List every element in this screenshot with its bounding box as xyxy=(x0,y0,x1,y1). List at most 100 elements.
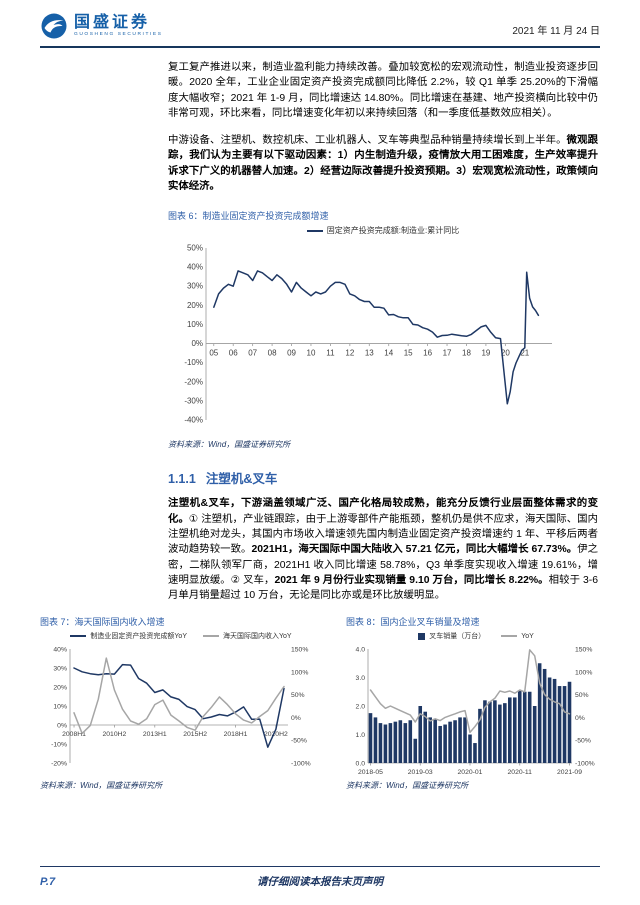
fig6-block: 固定资产投资完成额:制造业:累计同比 50% 40% 30% 20% 10% 0% -10%… xyxy=(168,225,598,450)
svg-text:14: 14 xyxy=(384,349,393,358)
svg-text:07: 07 xyxy=(248,349,257,358)
legend-label: 叉车销量（万台） xyxy=(429,633,486,641)
text-run: 复工复产推进以来，制造业盈利能力持续改善。叠加较宽松的宏观流动性，制造业投资逐步… xyxy=(168,62,598,119)
svg-text:-10%: -10% xyxy=(184,359,203,368)
legend-item: 制造业固定资产投资完成额YoY xyxy=(70,631,187,641)
legend-label: YoY xyxy=(521,632,534,640)
svg-text:-50%: -50% xyxy=(291,738,307,745)
text-run: ① 注塑机，产业链跟踪，由于上游零部件产能瓶颈，整机仍是供不应求，海天国际、国内… xyxy=(168,513,598,556)
svg-text:2015H2: 2015H2 xyxy=(183,731,207,738)
brand-name-en: GUOSHENG SECURITIES xyxy=(74,32,163,38)
legend-line-marker-icon xyxy=(203,635,219,638)
svg-text:10: 10 xyxy=(307,349,316,358)
paragraph-macro-1: 复工复产推进以来，制造业盈利能力持续改善。叠加较宽松的宏观流动性，制造业投资逐步… xyxy=(168,60,598,121)
svg-text:2013H1: 2013H1 xyxy=(143,731,167,738)
svg-text:0.0: 0.0 xyxy=(356,761,366,768)
svg-text:18: 18 xyxy=(462,349,471,358)
svg-text:08: 08 xyxy=(268,349,277,358)
svg-text:-20%: -20% xyxy=(51,761,67,768)
svg-text:10%: 10% xyxy=(187,320,203,329)
svg-text:1.0: 1.0 xyxy=(356,732,366,739)
svg-text:05: 05 xyxy=(209,349,218,358)
fig7-svg: 40% 30% 20% 10% 0% -10% -20% 150% 100% 50% 0% -50% -… xyxy=(51,647,311,768)
page-header: 国盛证券 GUOSHENG SECURITIES 2021 年 11 月 24 … xyxy=(40,12,600,48)
legend-line-marker-icon xyxy=(70,635,87,638)
legend-label: 制造业固定资产投资完成额YoY xyxy=(90,633,187,641)
fig6-svg: 50% 40% 30% 20% 10% 0% -10% -20% -30% -40% 05 06 07 0… xyxy=(184,244,552,425)
paragraph-macro-2: 中游设备、注塑机、数控机床、工业机器人、叉车等典型品种销量持续增长到上半年。微观… xyxy=(168,133,598,194)
svg-text:0%: 0% xyxy=(575,715,585,722)
section-heading-1-1-1: 1.1.1 注塑机&叉车 xyxy=(168,468,598,487)
fig6-caption: 图表 6：制造业固定资产投资完成额增速 xyxy=(168,211,329,222)
text-run: 伊之密，二梯队领军厂商，2021H1 收入同比增速 58.78%，Q3 单季度实… xyxy=(168,544,599,586)
page-footer: P.7 请仔细阅读本报告末页声明 xyxy=(40,866,600,889)
footer-disclaimer: 请仔细阅读本报告末页声明 xyxy=(257,876,383,888)
svg-text:16: 16 xyxy=(423,349,432,358)
svg-text:0%: 0% xyxy=(291,715,301,722)
svg-text:50%: 50% xyxy=(575,693,589,700)
guosheng-logo-icon xyxy=(40,12,68,40)
legend-line-marker-icon xyxy=(306,229,323,232)
fig7-chart: 40% 30% 20% 10% 0% -10% -20% 150% 100% 50% 0% -50% -… xyxy=(40,643,322,777)
fig8-column: 图表 8：国内企业叉车销量及增速 叉车销量（万台） YoY 4.0 3.0 2.0 1.… xyxy=(346,615,606,791)
svg-text:17: 17 xyxy=(443,349,452,358)
svg-text:50%: 50% xyxy=(291,693,305,700)
brand-text: 国盛证券 GUOSHENG SECURITIES xyxy=(74,13,163,38)
svg-text:2008H1: 2008H1 xyxy=(62,731,86,738)
svg-text:4.0: 4.0 xyxy=(356,647,366,654)
legend-item: YoY xyxy=(501,633,534,640)
svg-text:-20%: -20% xyxy=(184,378,203,387)
text-run: 2021H1，海天国际中国大陆收入 57.21 亿元，同比大幅增长 67.73%… xyxy=(251,544,578,556)
svg-text:50%: 50% xyxy=(187,244,203,253)
section-number: 1.1.1 xyxy=(168,472,196,487)
text-run: 相较于 3-6 月单月销量超过 10 万台，无论是同比亦或是环比放缓明显。 xyxy=(168,574,599,602)
svg-text:100%: 100% xyxy=(291,670,308,677)
fig6-chart: 50% 40% 30% 20% 10% 0% -10% -20% -30% -40% 05 06 07 0… xyxy=(168,238,598,436)
svg-text:150%: 150% xyxy=(575,647,592,654)
svg-text:11: 11 xyxy=(326,349,335,358)
svg-text:10%: 10% xyxy=(53,704,67,711)
text-run: 注塑机&叉车，下游涵盖领域广泛、国产化格局较成熟，能充分反馈行业层面整体需求的变… xyxy=(168,498,598,525)
svg-text:40%: 40% xyxy=(187,263,203,272)
svg-text:100%: 100% xyxy=(575,670,592,677)
svg-text:2018-05: 2018-05 xyxy=(358,769,383,776)
svg-text:30%: 30% xyxy=(187,282,203,291)
svg-text:40%: 40% xyxy=(53,647,67,654)
text-run: 微观跟踪，我们认为主要有以下驱动因素：1）内生制造升级，疫情放大用工困难度，生产… xyxy=(168,135,598,193)
svg-text:2020-11: 2020-11 xyxy=(508,769,533,776)
svg-text:20%: 20% xyxy=(53,685,67,692)
fig8-caption: 图表 8：国内企业叉车销量及增速 xyxy=(346,617,480,628)
svg-text:3.0: 3.0 xyxy=(356,675,366,682)
section-title: 注塑机&叉车 xyxy=(205,472,278,487)
svg-text:06: 06 xyxy=(229,349,238,358)
svg-text:20%: 20% xyxy=(187,301,203,310)
legend-label: 固定资产投资完成额:制造业:累计同比 xyxy=(326,226,460,236)
fig7-column: 图表 7：海天国际国内收入增速 制造业固定资产投资完成额YoY 海天国际国内收入Y… xyxy=(40,615,322,791)
svg-text:2019-03: 2019-03 xyxy=(408,769,433,776)
svg-text:0%: 0% xyxy=(191,339,203,348)
text-run: 中游设备、注塑机、数控机床、工业机器人、叉车等典型品种销量持续增长到上半年。 xyxy=(168,135,567,147)
fig8-legend: 叉车销量（万台） YoY xyxy=(346,631,606,641)
svg-text:-50%: -50% xyxy=(575,738,591,745)
fig8-svg: 4.0 3.0 2.0 1.0 0.0 150% 100% 50% 0% -50% -100% 201… xyxy=(356,647,595,776)
content-area: 复工复产推进以来，制造业盈利能力持续改善。叠加较宽松的宏观流动性，制造业投资逐步… xyxy=(40,60,600,791)
svg-text:-100%: -100% xyxy=(575,761,595,768)
fig8-source: 资料来源：Wind，国盛证券研究所 xyxy=(346,781,469,791)
legend-bar-swatch-icon xyxy=(418,632,426,640)
page-number: P.7 xyxy=(40,875,56,888)
brand-name-cn: 国盛证券 xyxy=(74,13,151,31)
svg-text:30%: 30% xyxy=(53,666,67,673)
svg-text:-30%: -30% xyxy=(184,397,203,406)
svg-text:2021-09: 2021-09 xyxy=(557,769,582,776)
svg-text:19: 19 xyxy=(481,349,490,358)
svg-text:15: 15 xyxy=(404,349,413,358)
brand: 国盛证券 GUOSHENG SECURITIES xyxy=(40,12,163,40)
legend-line-marker-icon xyxy=(501,635,518,638)
figures-row: 图表 7：海天国际国内收入增速 制造业固定资产投资完成额YoY 海天国际国内收入Y… xyxy=(40,615,600,791)
svg-text:09: 09 xyxy=(287,349,296,358)
svg-text:2.0: 2.0 xyxy=(356,704,366,711)
svg-text:12: 12 xyxy=(345,349,354,358)
svg-text:0%: 0% xyxy=(57,723,67,730)
svg-text:2020-01: 2020-01 xyxy=(458,769,483,776)
legend-label: 海天国际国内收入YoY xyxy=(223,633,292,641)
